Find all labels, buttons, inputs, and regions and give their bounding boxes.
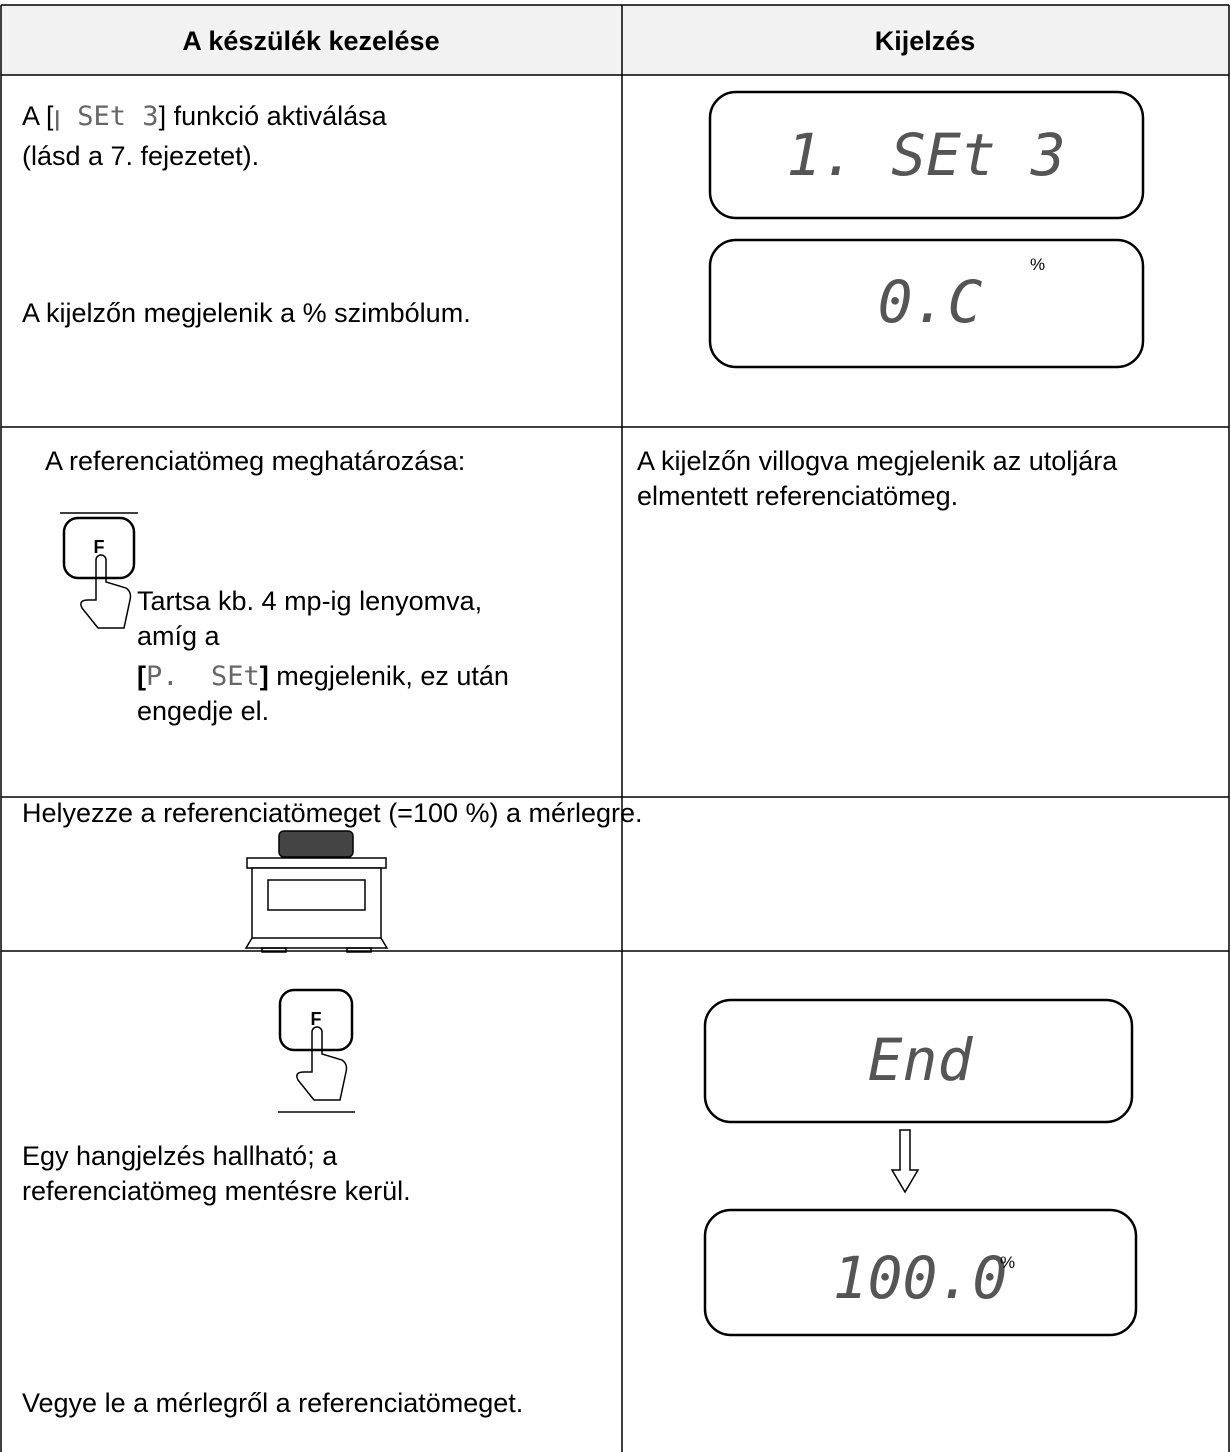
header-bg (1, 5, 1229, 75)
display-text: 1. SEt 3 (786, 121, 1065, 189)
instruction: engedje el. (137, 696, 269, 726)
display-unit: % (1000, 1253, 1015, 1272)
header-cell: Kijelzés (875, 26, 976, 56)
display-note: elmentett referenciatömeg. (637, 481, 958, 511)
instruction: [P. SEt] megjelenik, ez után (137, 661, 509, 692)
text: megjelenik, ez után (269, 661, 509, 691)
code: ꞁ SEt 3 (54, 101, 159, 132)
key-label: F (94, 537, 105, 557)
instruction: Vegye le a mérlegről a referenciatömeget… (22, 1388, 523, 1418)
instruction: A [ꞁ SEt 3] funkció aktiválása (22, 101, 388, 132)
code: P. SEt (146, 661, 260, 692)
key-icon (60, 512, 138, 629)
display (708, 90, 1145, 220)
text: A [ (22, 101, 54, 131)
scale-icon (244, 830, 389, 953)
instruction: Egy hangjelzés hallható; a (22, 1141, 338, 1171)
instruction: amíg a (137, 621, 221, 651)
display-note: A kijelzőn villogva megjelenik az utoljá… (637, 446, 1118, 476)
instruction: A referenciatömeg meghatározása: (45, 446, 465, 476)
bracket: [ (137, 661, 146, 691)
display-unit: % (1030, 255, 1045, 274)
instruction: A kijelzőn megjelenik a % szimbólum. (22, 298, 471, 328)
display-text: 100.0 (833, 1244, 1008, 1312)
display-text: 0.C (878, 268, 983, 336)
key-label: F (311, 1009, 322, 1029)
instruction: Helyezze a referenciatömeget (=100 %) a … (22, 798, 643, 828)
text: ] funkció aktiválása (159, 101, 388, 131)
table-grid (0, 4, 1230, 1452)
display-text: End (868, 1026, 974, 1094)
key-icon (278, 988, 355, 1113)
header-cell: A készülék kezelése (182, 26, 439, 56)
instruction: referenciatömeg mentésre kerül. (22, 1176, 411, 1206)
display (703, 998, 1134, 1124)
display (703, 1208, 1138, 1337)
display (708, 238, 1145, 369)
arrow (890, 1129, 920, 1194)
instruction: Tartsa kb. 4 mp-ig lenyomva, (137, 586, 482, 616)
bracket: ] (260, 661, 269, 691)
instruction: (lásd a 7. fejezetet). (22, 141, 259, 171)
